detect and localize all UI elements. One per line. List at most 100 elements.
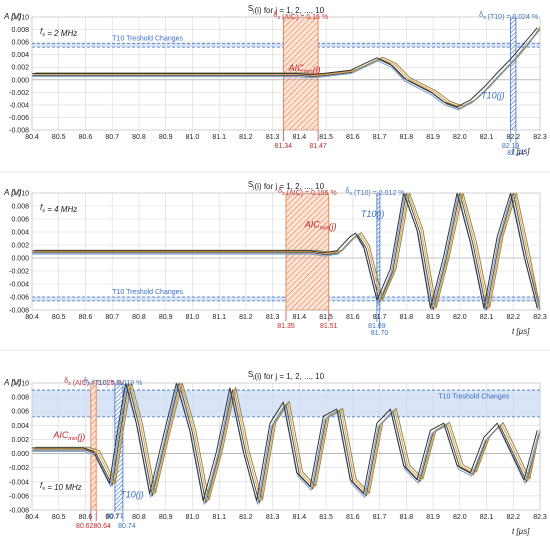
threshold-label: T10 Treshold Changes — [438, 393, 509, 400]
x-tick-label: 81.0 — [186, 134, 200, 141]
x-tick-label: 80.9 — [159, 514, 173, 521]
aic-delta-label: δs (AIC) = 0.025 % — [64, 378, 123, 387]
x-tick-label: 80.8 — [132, 514, 146, 521]
chart-panel-3: Sj(i) for j = 1, 2, ..., 10 0.010 0.008 0.0… — [3, 370, 547, 536]
x-tick-label: 82.3 — [533, 514, 547, 521]
plot-frame — [31, 16, 541, 131]
chart-panel-2: Sj(i) for j = 1, 2, ..., 10 0.010 0.008 0.0… — [3, 180, 547, 337]
t10-marker-label: 82.21 — [507, 150, 525, 157]
t10-label: T10(j) — [361, 209, 385, 219]
y-tick-label: -0.008 — [9, 308, 29, 315]
y-tick-label: 0.010 — [11, 381, 29, 388]
x-tick-label: 80.6 — [79, 314, 93, 321]
threshold-label: T10 Treshold Changes — [112, 289, 183, 296]
x-tick-label: 81.4 — [293, 514, 307, 521]
x-tick-label: 81.1 — [212, 134, 226, 141]
x-axis-label: t [µs] — [512, 327, 530, 336]
x-tick-label: 81.6 — [346, 314, 360, 321]
chart-title: Sj(i) for j = 1, 2, ..., 10 — [248, 180, 325, 191]
x-tick-label: 82.0 — [453, 514, 467, 521]
x-tick-label: 80.5 — [52, 314, 66, 321]
series-line-2 — [33, 382, 541, 502]
x-tick-label: 80.9 — [159, 314, 173, 321]
x-tick-label: 81.8 — [400, 314, 414, 321]
x-tick-label: 81.0 — [186, 514, 200, 521]
x-tick-label: 81.4 — [293, 314, 307, 321]
x-axis-label: t [µs] — [512, 147, 530, 156]
series-line-4 — [35, 382, 541, 501]
y-tick-label: 0.002 — [11, 437, 29, 444]
t10-marker-label: 80.71 — [106, 513, 124, 520]
y-tick-label: 0.006 — [11, 409, 29, 416]
x-tick-label: 81.3 — [266, 314, 280, 321]
y-tick-label: -0.002 — [9, 269, 29, 276]
aic-min-label: AICmin(j) — [288, 63, 321, 75]
plot-frame — [31, 192, 541, 311]
x-tick-label: 80.5 — [52, 134, 66, 141]
x-tick-label: 80.7 — [105, 314, 119, 321]
y-tick-label: 0.000 — [11, 77, 29, 84]
chart-title: Sj(i) for j = 1, 2, ..., 10 — [248, 370, 325, 381]
x-tick-label: 81.9 — [426, 134, 440, 141]
series-line-5 — [32, 192, 538, 309]
y-tick-label: 0.010 — [11, 191, 29, 198]
t10-marker-label: 81.69 — [368, 323, 386, 330]
aic-marker-label: 81.34 — [275, 143, 293, 150]
sampling-frequency-label: fs = 4 MHz — [40, 203, 77, 214]
aic-marker-label: 81.35 — [277, 323, 295, 330]
series-line-5 — [32, 382, 538, 502]
aic-min-label: AICmin(j) — [304, 219, 337, 231]
x-tick-label: 81.3 — [266, 134, 280, 141]
x-tick-label: 82.2 — [506, 514, 520, 521]
x-tick-label: 81.7 — [373, 514, 387, 521]
x-tick-label: 80.6 — [79, 514, 93, 521]
y-tick-label: 0.002 — [11, 243, 29, 250]
y-tick-label: 0.004 — [11, 423, 29, 430]
y-tick-label: 0.004 — [11, 52, 29, 59]
x-tick-label: 81.3 — [266, 514, 280, 521]
x-tick-label: 82.1 — [480, 514, 494, 521]
aic-delta-label: δs (AIC) = 0.196 % — [278, 188, 337, 197]
aic-marker-label: 80.64 — [93, 523, 111, 530]
x-tick-label: 81.6 — [346, 514, 360, 521]
t10-label: T10(j) — [120, 489, 144, 499]
x-tick-label: 80.7 — [105, 514, 119, 521]
x-tick-label: 81.2 — [239, 514, 253, 521]
t10-label: T10(j) — [481, 91, 505, 101]
y-tick-label: -0.004 — [9, 479, 29, 486]
t10-region — [510, 16, 517, 131]
y-axis-label: A [V] — [3, 12, 22, 21]
aic-min-label: AICmin(j) — [52, 430, 85, 442]
aic-marker-label: 81.51 — [320, 323, 338, 330]
x-tick-label: 80.6 — [79, 134, 93, 141]
x-tick-label: 81.2 — [239, 314, 253, 321]
x-tick-label: 82.0 — [453, 134, 467, 141]
x-tick-label: 81.8 — [400, 514, 414, 521]
aic-region — [90, 382, 97, 511]
x-tick-label: 81.9 — [426, 514, 440, 521]
x-tick-label: 80.9 — [159, 134, 173, 141]
aic-marker-label: 81.47 — [309, 143, 327, 150]
x-tick-label: 80.8 — [132, 134, 146, 141]
sampling-frequency-label: fs = 2 MHz — [40, 27, 77, 38]
x-tick-label: 81.4 — [293, 134, 307, 141]
x-tick-label: 80.4 — [25, 514, 39, 521]
t10-delta-label: δs (T10) = 0.024 % — [479, 12, 538, 21]
t10-delta-label: δs (T10) = 0.019 % — [83, 378, 142, 387]
plot-frame — [31, 382, 541, 511]
y-tick-label: -0.008 — [9, 128, 29, 135]
x-tick-label: 82.2 — [506, 314, 520, 321]
x-tick-label: 82.1 — [480, 314, 494, 321]
x-tick-label: 81.2 — [239, 134, 253, 141]
y-tick-label: 0.008 — [11, 27, 29, 34]
x-tick-label: 81.6 — [346, 134, 360, 141]
chart-panel-1: Sj(i) for j = 1, 2, ..., 10 0.010 0.008 0.0… — [3, 4, 547, 157]
series-line-3 — [32, 30, 539, 111]
sampling-frequency-label: fs = 10 MHz — [40, 481, 82, 492]
t10-marker-label: 80.74 — [118, 523, 136, 530]
y-tick-label: -0.002 — [9, 90, 29, 97]
threshold-label: T10 Treshold Changes — [112, 35, 183, 42]
y-tick-label: 0.002 — [11, 65, 29, 72]
y-tick-label: -0.004 — [9, 102, 29, 109]
series-line-4 — [35, 192, 541, 308]
